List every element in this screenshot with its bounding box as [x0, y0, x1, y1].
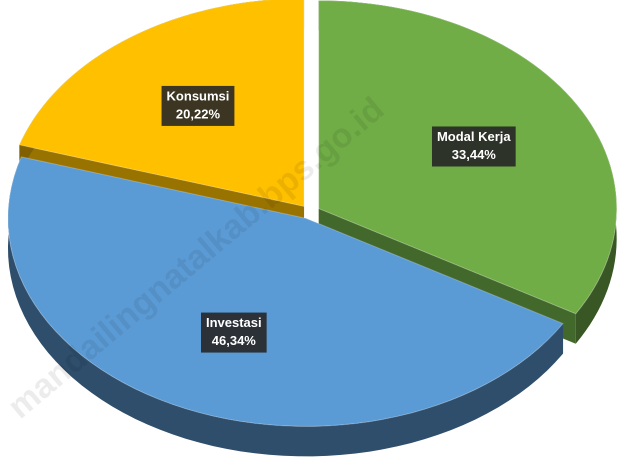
label-box [431, 126, 516, 167]
label-box [200, 312, 267, 353]
data-labels: Modal Kerja 33,44% Investasi 46,34% Konsumsi… [161, 85, 516, 353]
category-label: Investasi [206, 315, 262, 330]
data-label: Investasi 46,34% [200, 312, 267, 353]
label-box [161, 85, 235, 126]
slice [7, 156, 564, 427]
category-label: Konsumsi [167, 88, 230, 103]
data-label: Modal Kerja 33,44% [431, 126, 516, 167]
category-label: Modal Kerja [437, 129, 511, 144]
value-label: 20,22% [176, 106, 221, 121]
data-label: Konsumsi 20,22% [161, 85, 235, 126]
value-label: 33,44% [452, 147, 497, 162]
value-label: 46,34% [212, 333, 257, 348]
